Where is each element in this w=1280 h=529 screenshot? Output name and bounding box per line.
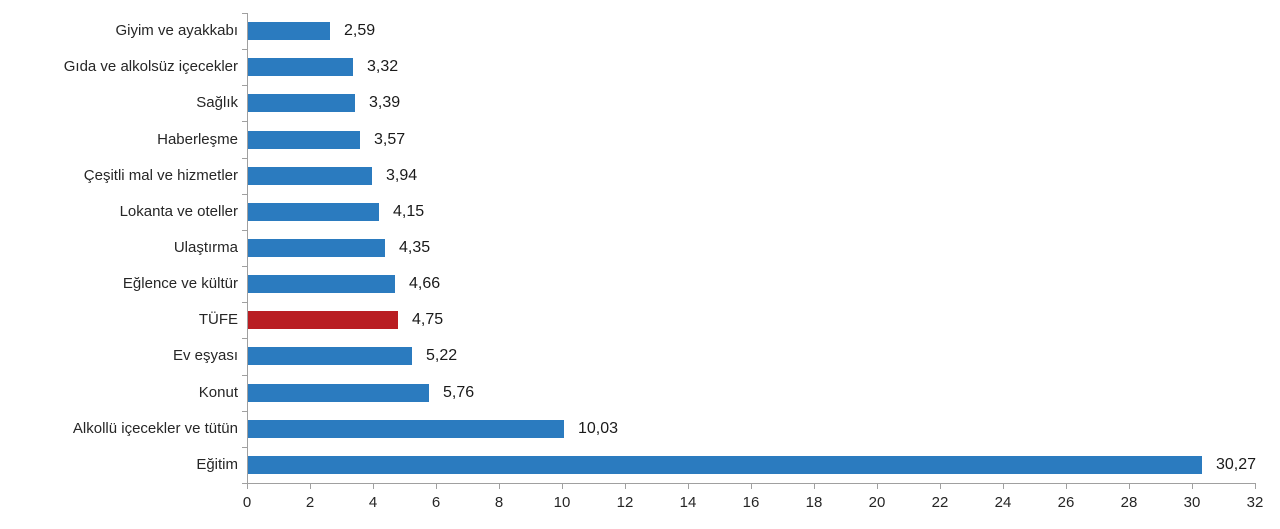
category-label: Alkollü içecekler ve tütün (72, 420, 238, 437)
y-axis-tick (242, 302, 247, 303)
x-axis-tick-label: 18 (805, 494, 823, 511)
y-axis-tick (242, 266, 247, 267)
value-label: 3,39 (369, 94, 401, 111)
x-axis-tick (310, 483, 311, 489)
x-axis-tick (373, 483, 374, 489)
x-axis-tick (1192, 483, 1193, 489)
y-axis-tick (242, 483, 247, 484)
bar (248, 239, 385, 257)
category-label: Gıda ve alkolsüz içecekler (63, 58, 238, 75)
y-axis-tick (242, 158, 247, 159)
bar (248, 58, 353, 76)
y-axis-tick (242, 338, 247, 339)
bar (248, 131, 360, 149)
value-label: 5,76 (443, 384, 475, 401)
x-axis-tick-label: 26 (1057, 494, 1075, 511)
category-label: Sağlık (196, 94, 238, 111)
x-axis-tick (247, 483, 248, 489)
x-axis-tick (499, 483, 500, 489)
category-label: Eğlence ve kültür (122, 275, 238, 292)
x-axis-tick (688, 483, 689, 489)
x-axis-tick-label: 20 (868, 494, 886, 511)
x-axis-tick (436, 483, 437, 489)
bar (248, 94, 355, 112)
x-axis-tick-label: 4 (368, 494, 378, 511)
bar (248, 22, 330, 40)
bar (248, 456, 1202, 474)
x-axis-tick-label: 12 (616, 494, 634, 511)
x-axis-tick-label: 32 (1246, 494, 1264, 511)
y-axis-tick (242, 121, 247, 122)
x-axis-tick-label: 30 (1183, 494, 1201, 511)
x-axis-tick-label: 28 (1120, 494, 1138, 511)
y-axis-line (247, 13, 248, 483)
x-axis-tick (814, 483, 815, 489)
value-label: 3,32 (367, 58, 399, 75)
x-axis-tick-label: 24 (994, 494, 1012, 511)
bar (248, 275, 395, 293)
y-axis-tick (242, 411, 247, 412)
x-axis-tick-label: 10 (553, 494, 571, 511)
x-axis-tick-label: 6 (431, 494, 441, 511)
bar (248, 384, 429, 402)
category-label: Eğitim (196, 456, 238, 473)
y-axis-tick (242, 49, 247, 50)
x-axis-tick (625, 483, 626, 489)
y-axis-tick (242, 13, 247, 14)
category-label: Çeşitli mal ve hizmetler (83, 167, 238, 184)
x-axis-tick (877, 483, 878, 489)
category-label: Lokanta ve oteller (119, 203, 238, 220)
category-label: Konut (198, 384, 238, 401)
y-axis-tick (242, 230, 247, 231)
x-axis-tick-label: 16 (742, 494, 760, 511)
x-axis-tick-label: 8 (494, 494, 504, 511)
x-axis-tick (1255, 483, 1256, 489)
x-axis-tick (1066, 483, 1067, 489)
category-label: Ulaştırma (173, 239, 238, 256)
x-axis-tick (751, 483, 752, 489)
category-label: Giyim ve ayakkabı (115, 22, 238, 39)
value-label: 4,15 (393, 203, 425, 220)
x-axis-tick (940, 483, 941, 489)
category-label: Haberleşme (157, 131, 238, 148)
value-label: 30,27 (1216, 456, 1257, 473)
value-label: 3,57 (374, 131, 406, 148)
x-axis-tick-label: 22 (931, 494, 949, 511)
bar (248, 167, 372, 185)
x-axis-tick-label: 14 (679, 494, 697, 511)
y-axis-tick (242, 85, 247, 86)
y-axis-tick (242, 194, 247, 195)
value-label: 4,35 (399, 239, 431, 256)
value-label: 4,66 (409, 275, 441, 292)
bar (248, 420, 564, 438)
category-label: Ev eşyası (172, 347, 238, 364)
y-axis-tick (242, 447, 247, 448)
x-axis-tick-label: 0 (242, 494, 252, 511)
value-label: 3,94 (386, 167, 418, 184)
category-label: TÜFE (198, 311, 238, 328)
value-label: 10,03 (578, 420, 619, 437)
bar-highlight (248, 311, 398, 329)
value-label: 2,59 (344, 22, 376, 39)
bar (248, 347, 412, 365)
y-axis-tick (242, 375, 247, 376)
x-axis-tick (1003, 483, 1004, 489)
x-axis-tick (562, 483, 563, 489)
x-axis-tick (1129, 483, 1130, 489)
x-axis-tick-label: 2 (305, 494, 315, 511)
value-label: 4,75 (412, 311, 444, 328)
value-label: 5,22 (426, 347, 458, 364)
bar (248, 203, 379, 221)
